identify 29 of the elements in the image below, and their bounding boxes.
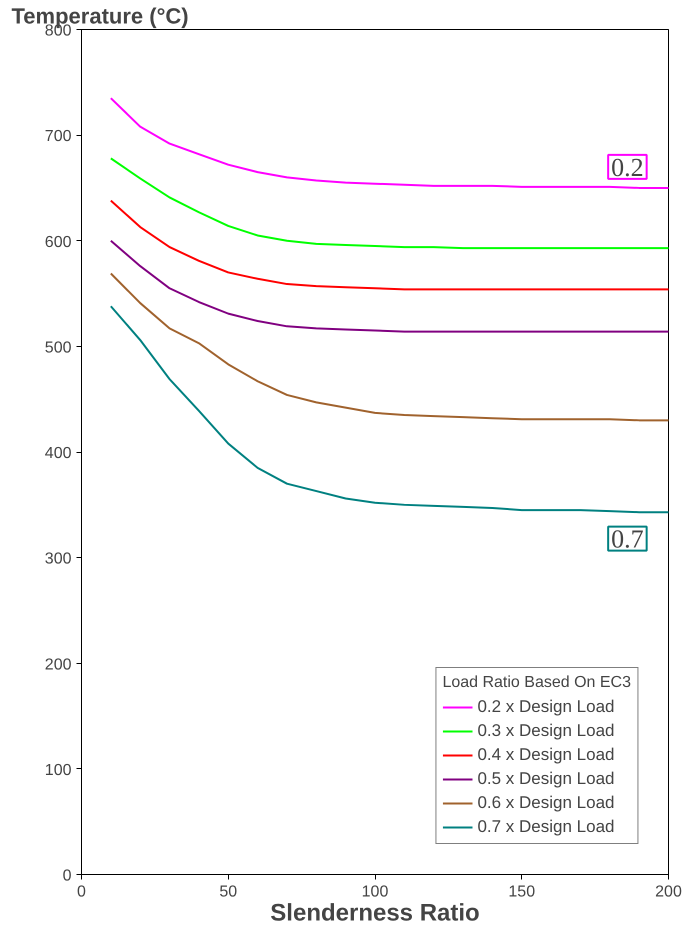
line-series — [110, 240, 668, 333]
legend-label: 0.2 x Design Load — [477, 697, 614, 717]
x-tick-label: 150 — [508, 884, 536, 900]
y-tick-label: 100 — [44, 762, 72, 779]
y-tick-label: 500 — [44, 339, 72, 356]
y-tick-label: 400 — [44, 445, 72, 462]
x-tick-label: 0 — [77, 884, 86, 900]
x-tick-label: 200 — [655, 884, 682, 900]
y-tick-label: 600 — [44, 234, 72, 251]
legend-label: 0.4 x Design Load — [477, 745, 614, 765]
line-series — [110, 305, 668, 514]
x-tick-label: 100 — [362, 884, 388, 900]
legend-label: 0.6 x Design Load — [477, 793, 614, 813]
annotation: 0.2 — [611, 152, 644, 182]
y-tick-label: 200 — [44, 656, 72, 674]
x-axis-title: Slenderness Ratio — [270, 900, 480, 926]
y-tick-label: 700 — [44, 128, 72, 146]
legend-title: Load Ratio Based On EC3 — [442, 674, 631, 692]
x-tick-label: 50 — [219, 884, 238, 900]
y-tick-label: 0 — [62, 868, 72, 884]
y-tick-label: 300 — [44, 550, 72, 568]
legend-label: 0.3 x Design Load — [477, 721, 614, 741]
legend-label: 0.5 x Design Load — [477, 769, 614, 789]
legend-label: 0.7 x Design Load — [477, 817, 614, 837]
line-series — [110, 157, 668, 250]
line-series — [110, 272, 668, 422]
line-series — [110, 200, 668, 290]
annotation: 0.7 — [611, 524, 644, 554]
line-series — [110, 97, 668, 189]
